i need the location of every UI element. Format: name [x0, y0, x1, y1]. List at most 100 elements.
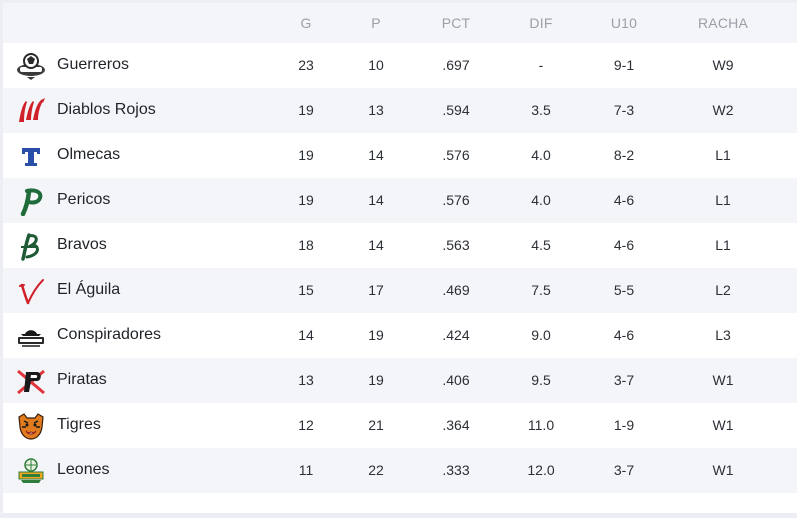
cell-u10: 5-5: [613, 282, 635, 298]
cell-pct: .576: [442, 147, 470, 163]
piratas-logo-icon: [15, 366, 47, 396]
cell-g: 23: [298, 57, 314, 73]
team-name[interactable]: Conspiradores: [57, 326, 162, 343]
cell-g: 18: [298, 237, 314, 253]
table-row[interactable]: Guerreros 23 10 .697 - 9-1 W9: [3, 43, 797, 88]
cell-p: 17: [368, 282, 384, 298]
cell-racha: L3: [715, 327, 731, 343]
cell-g: 19: [298, 102, 314, 118]
cell-dif: 12.0: [527, 462, 555, 478]
cell-pct: .697: [442, 57, 470, 73]
cell-racha: W1: [712, 372, 734, 388]
cell-pct: .576: [442, 192, 470, 208]
cell-g: 14: [298, 327, 314, 343]
cell-p: 14: [368, 192, 384, 208]
cell-g: 13: [298, 372, 314, 388]
team-name[interactable]: Diablos Rojos: [57, 101, 156, 118]
cell-pct: .406: [442, 372, 470, 388]
cell-g: 19: [298, 192, 314, 208]
cell-racha: W2: [712, 102, 734, 118]
cell-pct: .333: [442, 462, 470, 478]
team-name[interactable]: El Águila: [57, 281, 121, 298]
cell-pct: .424: [442, 327, 470, 343]
team-name[interactable]: Leones: [57, 461, 110, 478]
cell-dif: 4.5: [531, 237, 551, 253]
cell-u10: 7-3: [613, 102, 635, 118]
cell-dif: 3.5: [531, 102, 551, 118]
cell-p: 19: [368, 327, 384, 343]
column-header-pct[interactable]: PCT: [441, 15, 471, 31]
cell-p: 14: [368, 237, 384, 253]
cell-u10: 8-2: [613, 147, 635, 163]
cell-dif: 4.0: [531, 192, 551, 208]
cell-pct: .594: [442, 102, 470, 118]
cell-p: 13: [368, 102, 384, 118]
cell-p: 19: [368, 372, 384, 388]
cell-u10: 1-9: [613, 417, 635, 433]
cell-p: 14: [368, 147, 384, 163]
table-row[interactable]: Bravos 18 14 .563 4.5 4-6 L1: [3, 223, 797, 268]
cell-racha: L1: [715, 192, 731, 208]
column-header-g[interactable]: G: [300, 15, 312, 31]
pericos-logo-icon: [15, 186, 47, 216]
cell-p: 21: [368, 417, 384, 433]
cell-u10: 4-6: [613, 237, 635, 253]
table-row[interactable]: El Águila 15 17 .469 7.5 5-5 L2: [3, 268, 797, 313]
team-name[interactable]: Guerreros: [57, 56, 130, 73]
team-name[interactable]: Piratas: [57, 371, 107, 388]
column-header-u10[interactable]: U10: [610, 15, 638, 31]
table-footer-space: [3, 495, 797, 513]
cell-u10: 4-6: [613, 192, 635, 208]
table-header: G P PCT DIF U10 RACHA: [3, 3, 797, 43]
cell-u10: 3-7: [613, 462, 635, 478]
guerreros-logo-icon: [15, 51, 47, 81]
cell-u10: 3-7: [613, 372, 635, 388]
cell-u10: 4-6: [613, 327, 635, 343]
team-name[interactable]: Tigres: [57, 416, 101, 433]
cell-racha: W9: [712, 57, 734, 73]
conspiradores-logo-icon: [15, 321, 47, 351]
table-row[interactable]: Pericos 19 14 .576 4.0 4-6 L1: [3, 178, 797, 223]
tigres-logo-icon: [15, 411, 47, 441]
cell-pct: .563: [442, 237, 470, 253]
table-row[interactable]: Tigres 12 21 .364 11.0 1-9 W1: [3, 403, 797, 448]
table-row[interactable]: Diablos Rojos 19 13 .594 3.5 7-3 W2: [3, 88, 797, 133]
cell-pct: .364: [442, 417, 470, 433]
cell-dif: 9.5: [531, 372, 551, 388]
el-aguila-logo-icon: [15, 276, 47, 306]
cell-dif: -: [538, 57, 544, 73]
cell-p: 10: [368, 57, 384, 73]
cell-dif: 9.0: [531, 327, 551, 343]
bravos-logo-icon: [15, 231, 47, 261]
team-name[interactable]: Olmecas: [57, 146, 121, 163]
olmecas-logo-icon: [15, 141, 47, 171]
cell-racha: L2: [715, 282, 731, 298]
team-name[interactable]: Pericos: [57, 191, 111, 208]
standings-table: G P PCT DIF U10 RACHA Guerreros 23 10 .6…: [3, 3, 797, 513]
table-row[interactable]: Leones 11 22 .333 12.0 3-7 W1: [3, 448, 797, 493]
table-row[interactable]: Olmecas 19 14 .576 4.0 8-2 L1: [3, 133, 797, 178]
diablos-rojos-logo-icon: [15, 96, 47, 126]
column-header-dif[interactable]: DIF: [529, 15, 553, 31]
column-header-p[interactable]: P: [371, 15, 381, 31]
cell-g: 11: [298, 462, 314, 478]
cell-pct: .469: [442, 282, 470, 298]
cell-racha: L1: [715, 147, 731, 163]
cell-racha: L1: [715, 237, 731, 253]
cell-g: 15: [298, 282, 314, 298]
cell-racha: W1: [712, 462, 734, 478]
cell-g: 19: [298, 147, 314, 163]
cell-dif: 4.0: [531, 147, 551, 163]
column-header-racha[interactable]: RACHA: [697, 15, 748, 31]
cell-g: 12: [298, 417, 314, 433]
table-row[interactable]: Piratas 13 19 .406 9.5 3-7 W1: [3, 358, 797, 403]
leones-logo-icon: [15, 456, 47, 486]
cell-p: 22: [368, 462, 384, 478]
cell-dif: 7.5: [531, 282, 551, 298]
team-name[interactable]: Bravos: [57, 236, 107, 253]
table-row[interactable]: Conspiradores 14 19 .424 9.0 4-6 L3: [3, 313, 797, 358]
cell-u10: 9-1: [613, 57, 635, 73]
cell-racha: W1: [712, 417, 734, 433]
cell-dif: 11.0: [527, 417, 555, 433]
